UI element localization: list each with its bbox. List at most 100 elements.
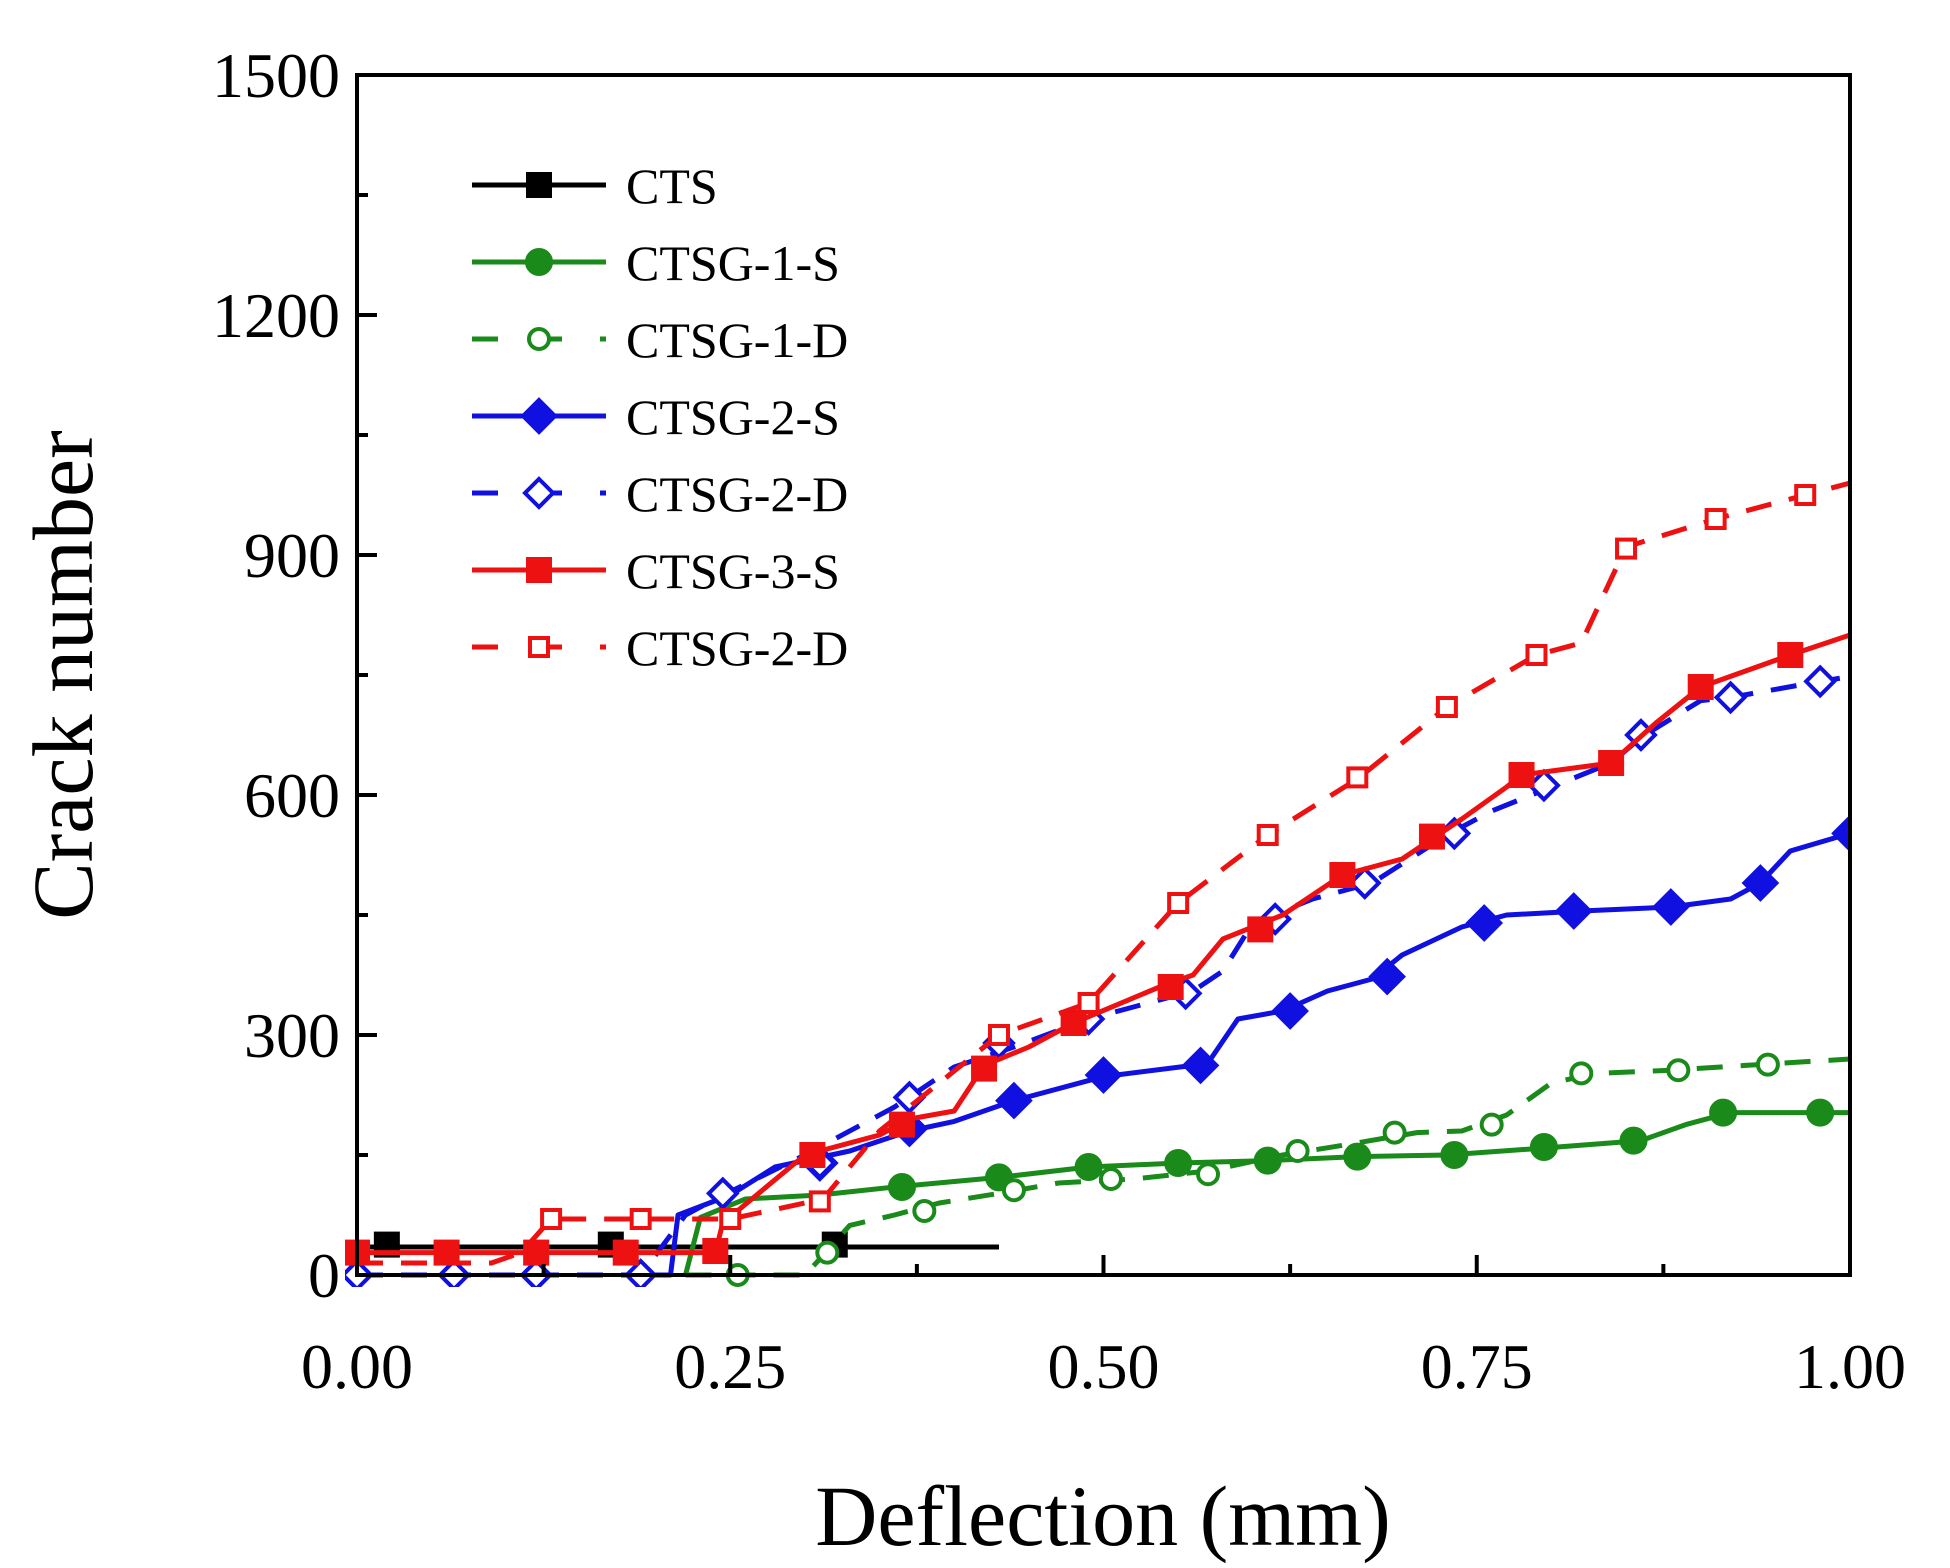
series-ctsg-1-d-dashed-point: [1755, 1052, 1780, 1077]
series-ctsg-1-d-dashed-point: [1479, 1112, 1504, 1137]
series-ctsg-3-s-solid-point: [433, 1239, 460, 1266]
series-ctsg-1-d-dashed-point: [1285, 1139, 1310, 1163]
series-ctsg-1-d-dashed-point: [1569, 1061, 1594, 1086]
legend-item-ctsg-2-s-solid-label: CTSG-2-S: [626, 389, 840, 445]
x-tick-label: 0.00: [301, 1331, 413, 1402]
series-ctsg-2-d-dashed-point: [1525, 644, 1548, 666]
series-ctsg-2-d-dashed-point: [1803, 664, 1837, 699]
legend-item-ctsg-2-s-solid-marker: [520, 397, 558, 435]
series-ctsg-1-d-dashed-point: [1098, 1167, 1123, 1191]
series-ctsg-2-d-dashed-point: [705, 1176, 740, 1211]
series-ctsg-2-d-dashed-point: [1704, 508, 1727, 530]
legend-item-cts-solid: CTS: [472, 158, 718, 214]
legend-item-ctsg-2-d-dashed-label: CTSG-2-D: [626, 466, 848, 522]
x-tick-label: 1.00: [1794, 1331, 1906, 1402]
series-ctsg-3-s-solid-point: [1598, 750, 1625, 776]
legend-item-ctsg-2-d-dashed: CTSG-2-D: [472, 466, 848, 522]
series-ctsg-2-s-solid-point: [1741, 864, 1780, 902]
series-ctsg-2-d-dashed-point: [1615, 537, 1638, 560]
legend-item-ctsg-1-s-solid: CTSG-1-S: [472, 235, 840, 291]
series-ctsg-3-s-solid-point: [702, 1238, 729, 1264]
series-ctsg-2-d-dashed-point: [629, 1208, 652, 1230]
legend-item-ctsg-2-d-dashed: CTSG-2-D: [472, 620, 848, 676]
legend-item-ctsg-3-s-solid-label: CTSG-3-S: [626, 543, 840, 599]
series-ctsg-1-s-solid-point: [1343, 1142, 1372, 1171]
legend-item-cts-solid-marker: [526, 172, 552, 198]
series-ctsg-2-d-dashed-point: [1167, 892, 1190, 914]
series-ctsg-3-s-solid-point: [1329, 862, 1356, 888]
series-ctsg-3-s-solid-point: [1777, 642, 1804, 668]
series-ctsg-2-d-dashed-point: [1713, 680, 1748, 715]
x-axis-title: Deflection (mm): [815, 1468, 1391, 1564]
series-ctsg-3-s-solid-point: [612, 1239, 639, 1266]
series-ctsg-2-s-solid-point: [1652, 888, 1690, 926]
series-ctsg-1-d-dashed-point: [1001, 1178, 1026, 1203]
series-ctsg-2-d-dashed-point: [1435, 696, 1458, 718]
series-ctsg-2-d-dashed-point: [1347, 866, 1382, 900]
series-ctsg-1-s-solid-point: [1709, 1098, 1738, 1127]
y-tick-label: 600: [244, 760, 340, 831]
series-ctsg-1-s-solid-point: [887, 1173, 916, 1201]
series-ctsg-1-s-solid: [683, 1098, 1850, 1276]
x-tick-label: 0.25: [674, 1331, 786, 1402]
series-ctsg-1-s-solid-point: [1253, 1146, 1282, 1175]
series-ctsg-2-d-dashed-point: [1256, 824, 1279, 846]
y-tick-label: 1500: [212, 40, 340, 111]
series-ctsg-2-d-dashed-point: [987, 1024, 1010, 1046]
series-ctsg-1-s-solid-point: [1440, 1141, 1469, 1169]
series-ctsg-2-s-solid-point: [1554, 892, 1593, 930]
series-ctsg-1-s-solid-point: [1074, 1153, 1103, 1181]
series-ctsg-1-d-dashed-point: [815, 1240, 840, 1265]
series-ctsg-1-d-dashed-point: [912, 1199, 937, 1223]
series-ctsg-2-d-dashed-point: [1527, 768, 1561, 803]
x-tick-label: 0.50: [1048, 1331, 1160, 1402]
legend-item-ctsg-3-s-solid: CTSG-3-S: [472, 543, 840, 599]
legend-item-ctsg-2-d-dashed-marker: [528, 636, 550, 658]
legend-item-ctsg-3-s-solid-marker: [526, 557, 552, 583]
legend-item-ctsg-1-d-dashed-label: CTSG-1-D: [626, 312, 848, 368]
series-ctsg-2-s-solid-point: [1084, 1056, 1123, 1094]
series-ctsg-1-d-dashed: [685, 1052, 1850, 1287]
legend-item-ctsg-1-s-solid-marker: [525, 248, 553, 276]
series-ctsg-3-s-solid-point: [1687, 674, 1714, 700]
series-ctsg-2-s-solid-point: [1465, 904, 1504, 942]
y-tick-label: 300: [244, 1000, 340, 1071]
legend-item-ctsg-1-s-solid-label: CTSG-1-S: [626, 235, 840, 291]
series-ctsg-3-s-solid-point: [1157, 974, 1184, 1000]
legend-item-ctsg-2-s-solid: CTSG-2-S: [472, 389, 840, 445]
axis-ticks: [355, 73, 1852, 1277]
legend-item-ctsg-2-d-dashed-marker: [522, 476, 556, 510]
series-ctsg-3-s-solid-point: [523, 1239, 550, 1266]
series-ctsg-2-d-dashed-point: [1077, 992, 1100, 1014]
series-ctsg-2-s-solid-point: [1368, 957, 1406, 996]
series-ctsg-1-s-solid-point: [1164, 1149, 1193, 1177]
series-ctsg-2-d-dashed: [357, 480, 1850, 1266]
legend: CTS CTSG-1-S CTSG-1-D CTSG-2-S CTSG-2-D CTSG-…: [472, 158, 848, 676]
series-ctsg-1-d-dashed-point: [1666, 1058, 1691, 1083]
series-ctsg-2-d-dashed-point: [1794, 484, 1817, 506]
series-ctsg-2-s-solid-point: [1831, 814, 1850, 853]
series-ctsg-1-s-solid-point: [1529, 1133, 1558, 1161]
series-ctsg-2-s-solid-point: [1181, 1046, 1220, 1085]
series-ctsg-3-s-solid-point: [799, 1142, 826, 1168]
legend-item-ctsg-2-d-dashed-label: CTSG-2-D: [626, 620, 848, 676]
series-ctsg-3-s-solid-point: [1508, 762, 1535, 788]
legend-item-ctsg-1-d-dashed: CTSG-1-D: [472, 312, 848, 368]
series-ctsg-1-d-dashed-point: [1382, 1120, 1407, 1145]
legend-item-cts-solid-label: CTS: [626, 158, 718, 214]
series-ctsg-1-s-solid-point: [1619, 1126, 1648, 1155]
series-ctsg-3-s-solid-point: [971, 1055, 998, 1082]
legend-item-ctsg-1-d-dashed-marker: [527, 327, 551, 351]
tick-labels: 0.00 0.25 0.50 0.75 1.00 0 300 600 900 1200 1500: [212, 40, 1906, 1402]
series-ctsg-1-d-dashed-point: [1196, 1162, 1221, 1187]
series-ctsg-2-d-dashed-point: [540, 1208, 563, 1230]
series-ctsg-3-s-solid-point: [1247, 916, 1274, 943]
y-axis-title: Crack number: [15, 430, 111, 920]
x-tick-label: 0.75: [1421, 1331, 1533, 1402]
series-ctsg-3-s-solid-point: [1418, 823, 1445, 850]
y-tick-label: 1200: [212, 280, 340, 351]
series-ctsg-2-d-dashed-point: [808, 1190, 831, 1213]
series-ctsg-3-s-solid-point: [1060, 1010, 1087, 1036]
